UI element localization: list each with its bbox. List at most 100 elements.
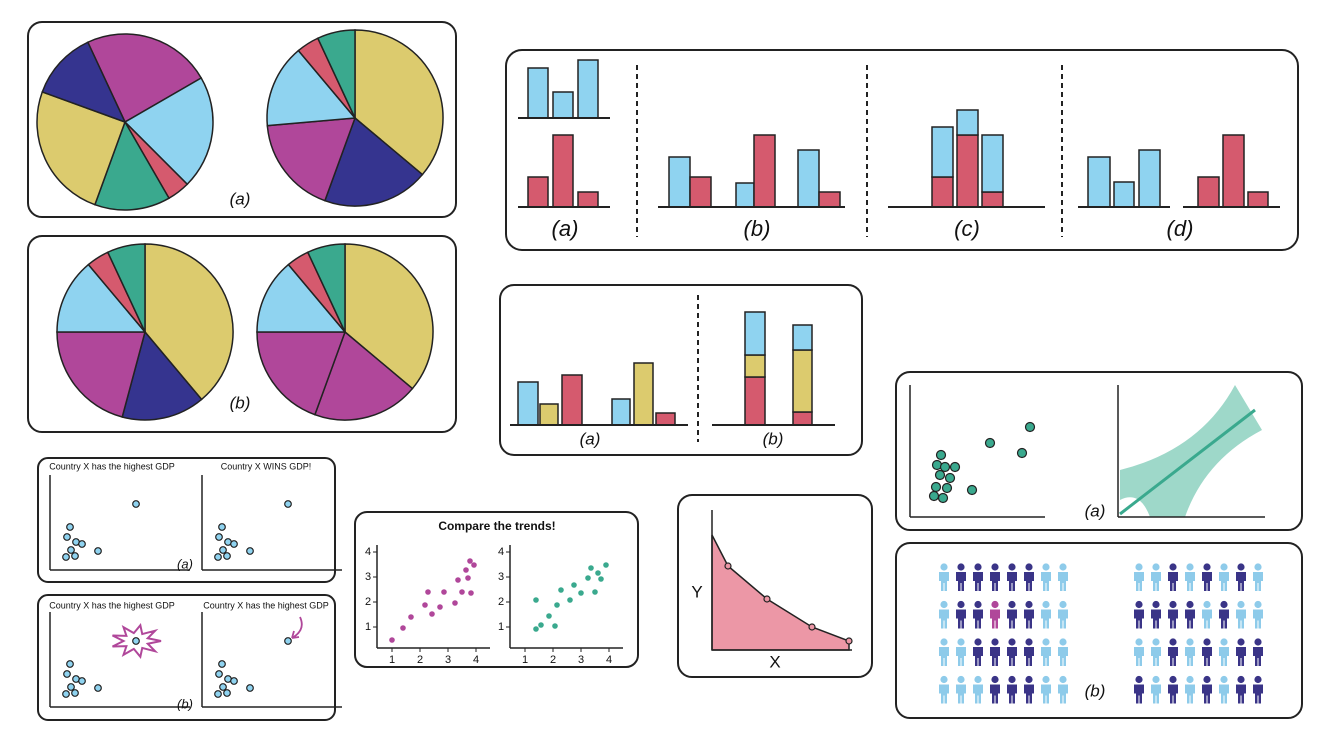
- label: (c): [954, 216, 980, 241]
- dot: [425, 589, 431, 595]
- dot: [215, 670, 223, 678]
- icon-body: [1007, 684, 1017, 704]
- bar: [527, 176, 549, 208]
- x-tick-label: 3: [445, 654, 451, 666]
- subtitle: Country X WINS GDP!: [221, 461, 312, 471]
- dot: [588, 565, 594, 571]
- icon-body: [1168, 609, 1178, 629]
- dot: [408, 614, 414, 620]
- bar: [517, 381, 539, 426]
- icon-head: [1169, 600, 1177, 609]
- y-tick-label: 3: [498, 571, 504, 583]
- pie-slice: [266, 117, 357, 202]
- pie-slice: [106, 243, 146, 333]
- arrow: [291, 616, 303, 639]
- icon-head: [1203, 675, 1211, 684]
- icon-body: [956, 572, 966, 591]
- dot: [437, 604, 443, 610]
- icon-head: [1135, 600, 1143, 609]
- icon-body: [1253, 609, 1263, 629]
- dot: [930, 481, 942, 493]
- icon-head: [1169, 638, 1177, 646]
- icon-head: [1152, 563, 1160, 571]
- icon-head: [1254, 638, 1262, 646]
- icon-body: [956, 684, 966, 704]
- bar: [744, 376, 766, 426]
- y-tick-label: 1: [365, 621, 371, 633]
- dot: [422, 602, 428, 608]
- bar: [668, 156, 691, 208]
- icon-body: [990, 647, 1000, 666]
- icon-head: [957, 600, 965, 609]
- dot: [949, 461, 961, 473]
- dot: [71, 689, 79, 697]
- pie-slice: [256, 331, 347, 416]
- icon-head: [1203, 600, 1211, 609]
- dot: [944, 472, 956, 484]
- bar: [931, 176, 954, 208]
- x-tick-label: 2: [417, 654, 423, 666]
- label: (a): [230, 189, 251, 208]
- x-tick-label: 1: [522, 654, 528, 666]
- pie-slice: [354, 29, 444, 176]
- subtitle: Country X has the highest GDP: [203, 600, 329, 610]
- icon-body: [1151, 647, 1161, 666]
- icon-head: [1059, 675, 1067, 684]
- dot: [538, 622, 544, 628]
- icon-body: [1134, 684, 1144, 704]
- icon-body: [1202, 647, 1212, 666]
- icon-head: [1135, 563, 1143, 571]
- dot: [1016, 447, 1028, 459]
- dot: [941, 482, 953, 494]
- dot: [468, 590, 474, 596]
- burst: [112, 623, 162, 659]
- dot: [214, 690, 222, 698]
- dot: [578, 590, 584, 596]
- dot: [284, 500, 292, 508]
- icon-body: [956, 609, 966, 629]
- dot: [400, 625, 406, 631]
- x-tick-label: 3: [578, 654, 584, 666]
- dot: [966, 484, 978, 496]
- panel: [354, 511, 639, 668]
- bar: [577, 191, 599, 208]
- dot: [132, 637, 140, 645]
- bar: [818, 191, 841, 208]
- dot: [230, 540, 238, 548]
- icon-head: [974, 563, 982, 571]
- panel: [27, 21, 457, 218]
- icon-body: [1007, 647, 1017, 666]
- pie-slice: [41, 41, 127, 124]
- dot: [471, 562, 477, 568]
- dot: [452, 600, 458, 606]
- panel: [677, 494, 873, 678]
- pie-slice: [123, 76, 214, 186]
- pie-slice: [306, 243, 346, 333]
- icon-head: [1008, 563, 1016, 571]
- dot: [598, 576, 604, 582]
- pie-slice: [56, 263, 147, 333]
- dot: [465, 575, 471, 581]
- dot: [845, 637, 853, 645]
- bar: [931, 126, 954, 178]
- shapes: 1 2 3 4 1 2 3 4 1 2 3 4 1 2 3 4: [36, 29, 1280, 708]
- pie-slice: [256, 263, 347, 333]
- dot: [246, 547, 254, 555]
- dot: [533, 626, 539, 632]
- icon-body: [1236, 684, 1246, 704]
- dot: [246, 684, 254, 692]
- dot: [571, 582, 577, 588]
- bar: [1247, 191, 1269, 208]
- icon-head: [1237, 563, 1245, 571]
- icon-head: [957, 563, 965, 571]
- icon-head: [1008, 600, 1016, 609]
- icon-body: [1219, 647, 1229, 666]
- dot: [763, 595, 771, 603]
- icon-body: [1185, 684, 1195, 704]
- dot: [429, 611, 435, 617]
- icon-body: [990, 684, 1000, 704]
- bar: [792, 349, 813, 413]
- dot: [67, 683, 75, 691]
- icon-head: [1254, 675, 1262, 684]
